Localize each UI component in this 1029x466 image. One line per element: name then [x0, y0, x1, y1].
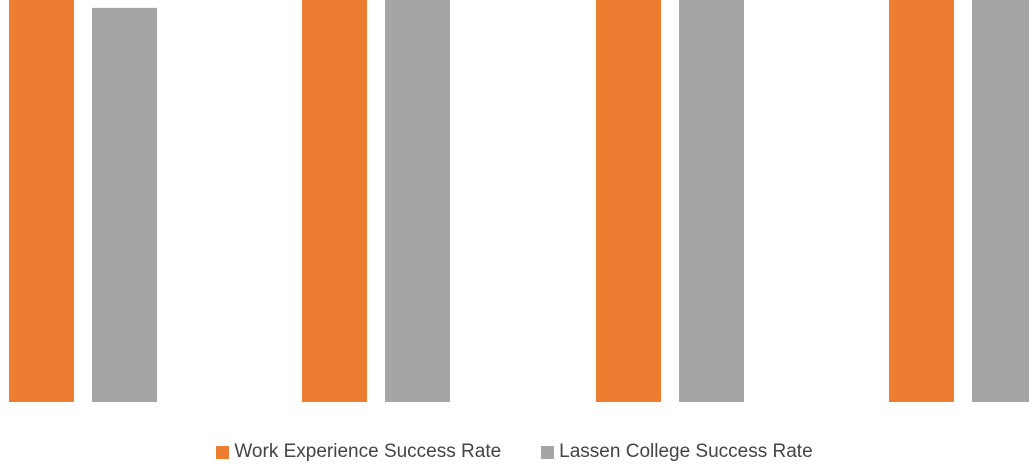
legend-label-work-experience: Work Experience Success Rate — [234, 441, 502, 462]
legend-label-lassen-college: Lassen College Success Rate — [559, 441, 813, 462]
legend-item-lassen-college: Lassen College Success Rate — [541, 441, 813, 463]
bar-lassen-college-2 — [385, 0, 450, 402]
bar-lassen-college-4 — [972, 0, 1029, 403]
bar-work-experience-3 — [596, 0, 661, 402]
bar-work-experience-2 — [302, 0, 367, 402]
bar-work-experience-1 — [9, 0, 74, 402]
legend-swatch-lassen-college — [541, 445, 555, 459]
legend-swatch-work-experience — [216, 445, 230, 459]
legend-item-work-experience: Work Experience Success Rate — [216, 441, 501, 463]
legend: Work Experience Success Rate Lassen Coll… — [0, 441, 1029, 463]
bar-work-experience-4 — [889, 0, 954, 402]
bar-lassen-college-3 — [679, 0, 744, 403]
bar-lassen-college-1 — [92, 7, 157, 402]
